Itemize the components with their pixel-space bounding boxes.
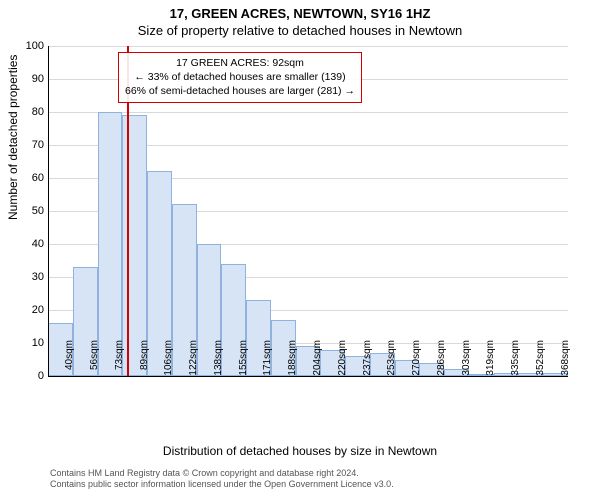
xtick-label: 270sqm — [411, 340, 422, 380]
ytick-label: 100 — [18, 40, 44, 52]
annotation-box: 17 GREEN ACRES: 92sqm← 33% of detached h… — [118, 52, 362, 103]
footer-attribution: Contains HM Land Registry data © Crown c… — [50, 468, 394, 491]
histogram-bar — [98, 112, 123, 376]
xtick-label: 188sqm — [287, 340, 298, 380]
gridline — [48, 112, 568, 113]
xtick-label: 220sqm — [337, 340, 348, 380]
xtick-label: 303sqm — [461, 340, 472, 380]
x-axis-label: Distribution of detached houses by size … — [0, 444, 600, 458]
ytick-label: 20 — [18, 304, 44, 316]
xtick-label: 155sqm — [238, 340, 249, 380]
xtick-label: 138sqm — [213, 340, 224, 380]
xtick-label: 73sqm — [114, 340, 125, 380]
x-axis — [48, 376, 568, 377]
xtick-label: 286sqm — [436, 340, 447, 380]
ytick-label: 10 — [18, 337, 44, 349]
xtick-label: 237sqm — [362, 340, 373, 380]
ytick-label: 70 — [18, 139, 44, 151]
xtick-label: 319sqm — [485, 340, 496, 380]
xtick-label: 171sqm — [262, 340, 273, 380]
xtick-label: 253sqm — [386, 340, 397, 380]
ytick-label: 80 — [18, 106, 44, 118]
xtick-label: 368sqm — [560, 340, 571, 380]
xtick-label: 40sqm — [64, 340, 75, 380]
xtick-label: 122sqm — [188, 340, 199, 380]
footer-line: Contains HM Land Registry data © Crown c… — [50, 468, 394, 479]
ytick-label: 0 — [18, 370, 44, 382]
annotation-line: 17 GREEN ACRES: 92sqm — [125, 56, 355, 70]
gridline — [48, 46, 568, 47]
ytick-label: 90 — [18, 73, 44, 85]
xtick-label: 352sqm — [535, 340, 546, 380]
xtick-label: 106sqm — [163, 340, 174, 380]
page-subtitle: Size of property relative to detached ho… — [0, 21, 600, 38]
ytick-label: 60 — [18, 172, 44, 184]
histogram-bar — [122, 115, 147, 376]
ytick-label: 40 — [18, 238, 44, 250]
xtick-label: 56sqm — [89, 340, 100, 380]
y-axis — [48, 46, 49, 376]
page-title: 17, GREEN ACRES, NEWTOWN, SY16 1HZ — [0, 0, 600, 21]
annotation-line: ← 33% of detached houses are smaller (13… — [125, 70, 355, 84]
xtick-label: 204sqm — [312, 340, 323, 380]
chart-area: 010203040506070809010040sqm56sqm73sqm89s… — [48, 46, 568, 396]
ytick-label: 50 — [18, 205, 44, 217]
footer-line: Contains public sector information licen… — [50, 479, 394, 490]
xtick-label: 335sqm — [510, 340, 521, 380]
ytick-label: 30 — [18, 271, 44, 283]
xtick-label: 89sqm — [139, 340, 150, 380]
annotation-line: 66% of semi-detached houses are larger (… — [125, 84, 355, 98]
